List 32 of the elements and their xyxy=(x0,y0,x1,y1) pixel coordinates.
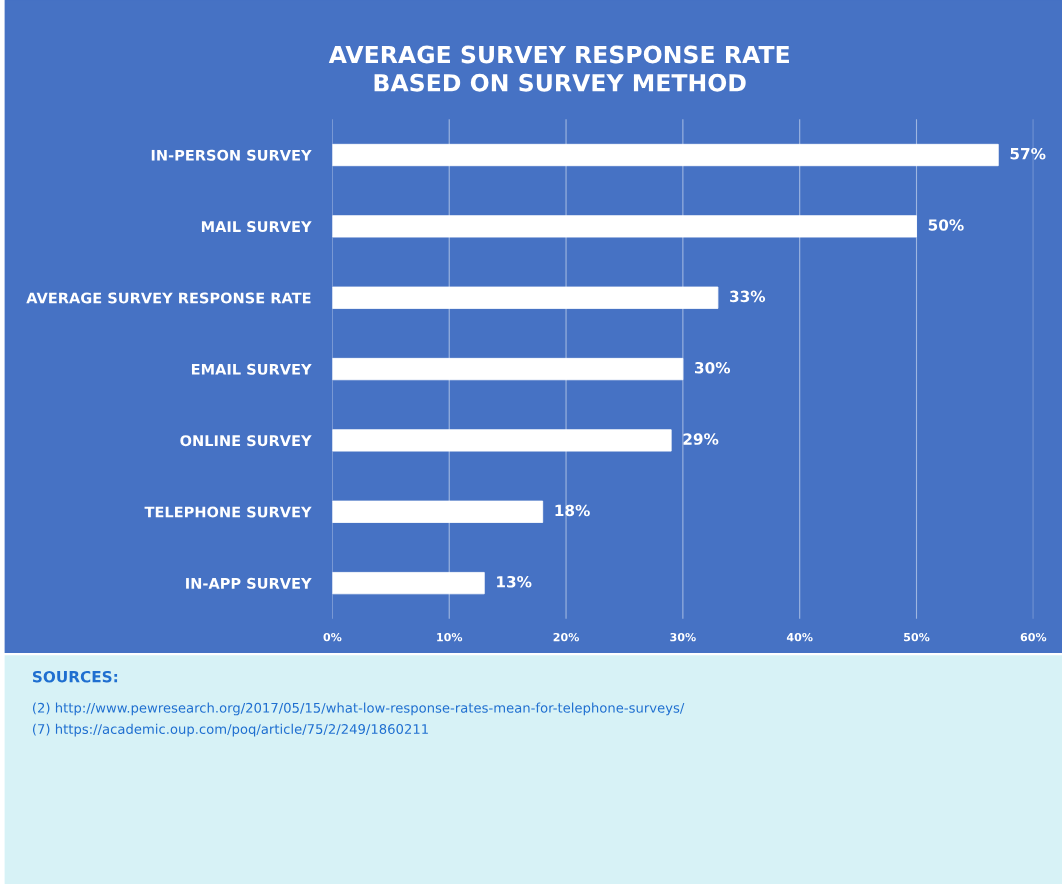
data-label: 57% xyxy=(1010,147,1046,160)
bar xyxy=(332,286,719,309)
source-note: SOURCES: xyxy=(32,670,118,683)
bar xyxy=(332,429,672,452)
x-tick-label: 0% xyxy=(323,632,342,642)
bar xyxy=(332,357,684,381)
data-label: 50% xyxy=(928,219,964,231)
data-label: 18% xyxy=(555,504,590,517)
y-tick-label: AVERAGE SURVEY RESPONSE RATE xyxy=(26,292,311,304)
y-tick-label: IN-PERSON SURVEY xyxy=(151,149,312,161)
y-tick-label: IN-APP SURVEY xyxy=(186,577,312,589)
data-label: 29% xyxy=(683,433,719,445)
data-label: 33% xyxy=(730,290,766,303)
y-tick-label: ONLINE SURVEY xyxy=(180,435,312,447)
x-tick-label: 60% xyxy=(1020,632,1047,642)
data-label: 30% xyxy=(695,361,731,374)
x-tick-label: 10% xyxy=(437,632,463,642)
bar xyxy=(332,143,999,167)
text: (2) http://www.pewresearch.org/2017/05/15/what-low-response-rates-mean-for-telephone-surveys/ xyxy=(32,702,685,716)
x-tick-label: 20% xyxy=(553,632,579,642)
x-tick-label: 50% xyxy=(904,632,930,642)
bar xyxy=(332,215,917,238)
x-tick-label: 30% xyxy=(670,632,696,642)
bar xyxy=(332,500,544,523)
y-tick-label: TELEPHONE SURVEY xyxy=(144,506,312,518)
y-tick-label: MAIL SURVEY xyxy=(201,221,312,233)
text: (7) https://academic.oup.com/poq/article/75/2/249/1860211 xyxy=(32,723,428,737)
bar xyxy=(332,572,485,595)
y-tick-label: EMAIL SURVEY xyxy=(191,363,312,375)
x-tick-label: 40% xyxy=(786,632,813,642)
data-label: 13% xyxy=(497,576,532,588)
chart-title: AVERAGE SURVEY RESPONSE RATE BASED ON SURVEY METHOD xyxy=(328,45,789,92)
